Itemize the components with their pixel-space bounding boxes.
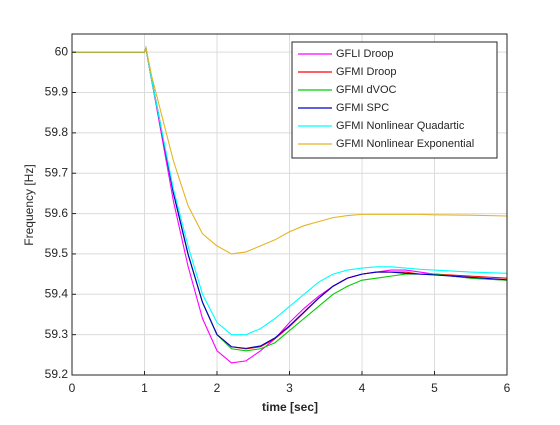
y-tick-label: 59.7: [45, 165, 69, 179]
y-tick-label: 59.3: [45, 327, 69, 341]
y-tick-label: 59.6: [45, 206, 69, 220]
series-line: [72, 46, 508, 364]
y-axis-label: Frequency [Hz]: [22, 164, 36, 245]
y-tick-label: 59.4: [45, 286, 69, 300]
x-tick-label: 5: [431, 381, 438, 395]
x-tick-label: 1: [141, 381, 148, 395]
legend-label: GFMI dVOC: [336, 84, 397, 96]
legend-label: GFMI Droop: [336, 66, 397, 78]
x-tick-label: 2: [214, 381, 221, 395]
x-tick-label: 3: [286, 381, 293, 395]
x-axis-label: time [sec]: [262, 400, 318, 414]
legend-label: GFMI Nonlinear Quadartic: [336, 120, 465, 132]
y-tick-label: 59.5: [45, 246, 69, 260]
y-tick-label: 60: [55, 44, 69, 58]
x-tick-label: 0: [69, 381, 76, 395]
series-line: [72, 46, 508, 255]
legend-label: GFMI Nonlinear Exponential: [336, 138, 474, 150]
legend-box: [291, 41, 498, 159]
series-line: [72, 46, 508, 336]
x-tick-label: 4: [359, 381, 366, 395]
y-tick-label: 59.8: [45, 125, 69, 139]
y-tick-label: 59.2: [45, 367, 69, 381]
legend-label: GFMI SPC: [336, 102, 389, 114]
x-tick-label: 6: [504, 381, 511, 395]
legend-label: GFLI Droop: [336, 48, 393, 60]
y-tick-label: 59.9: [45, 85, 69, 99]
